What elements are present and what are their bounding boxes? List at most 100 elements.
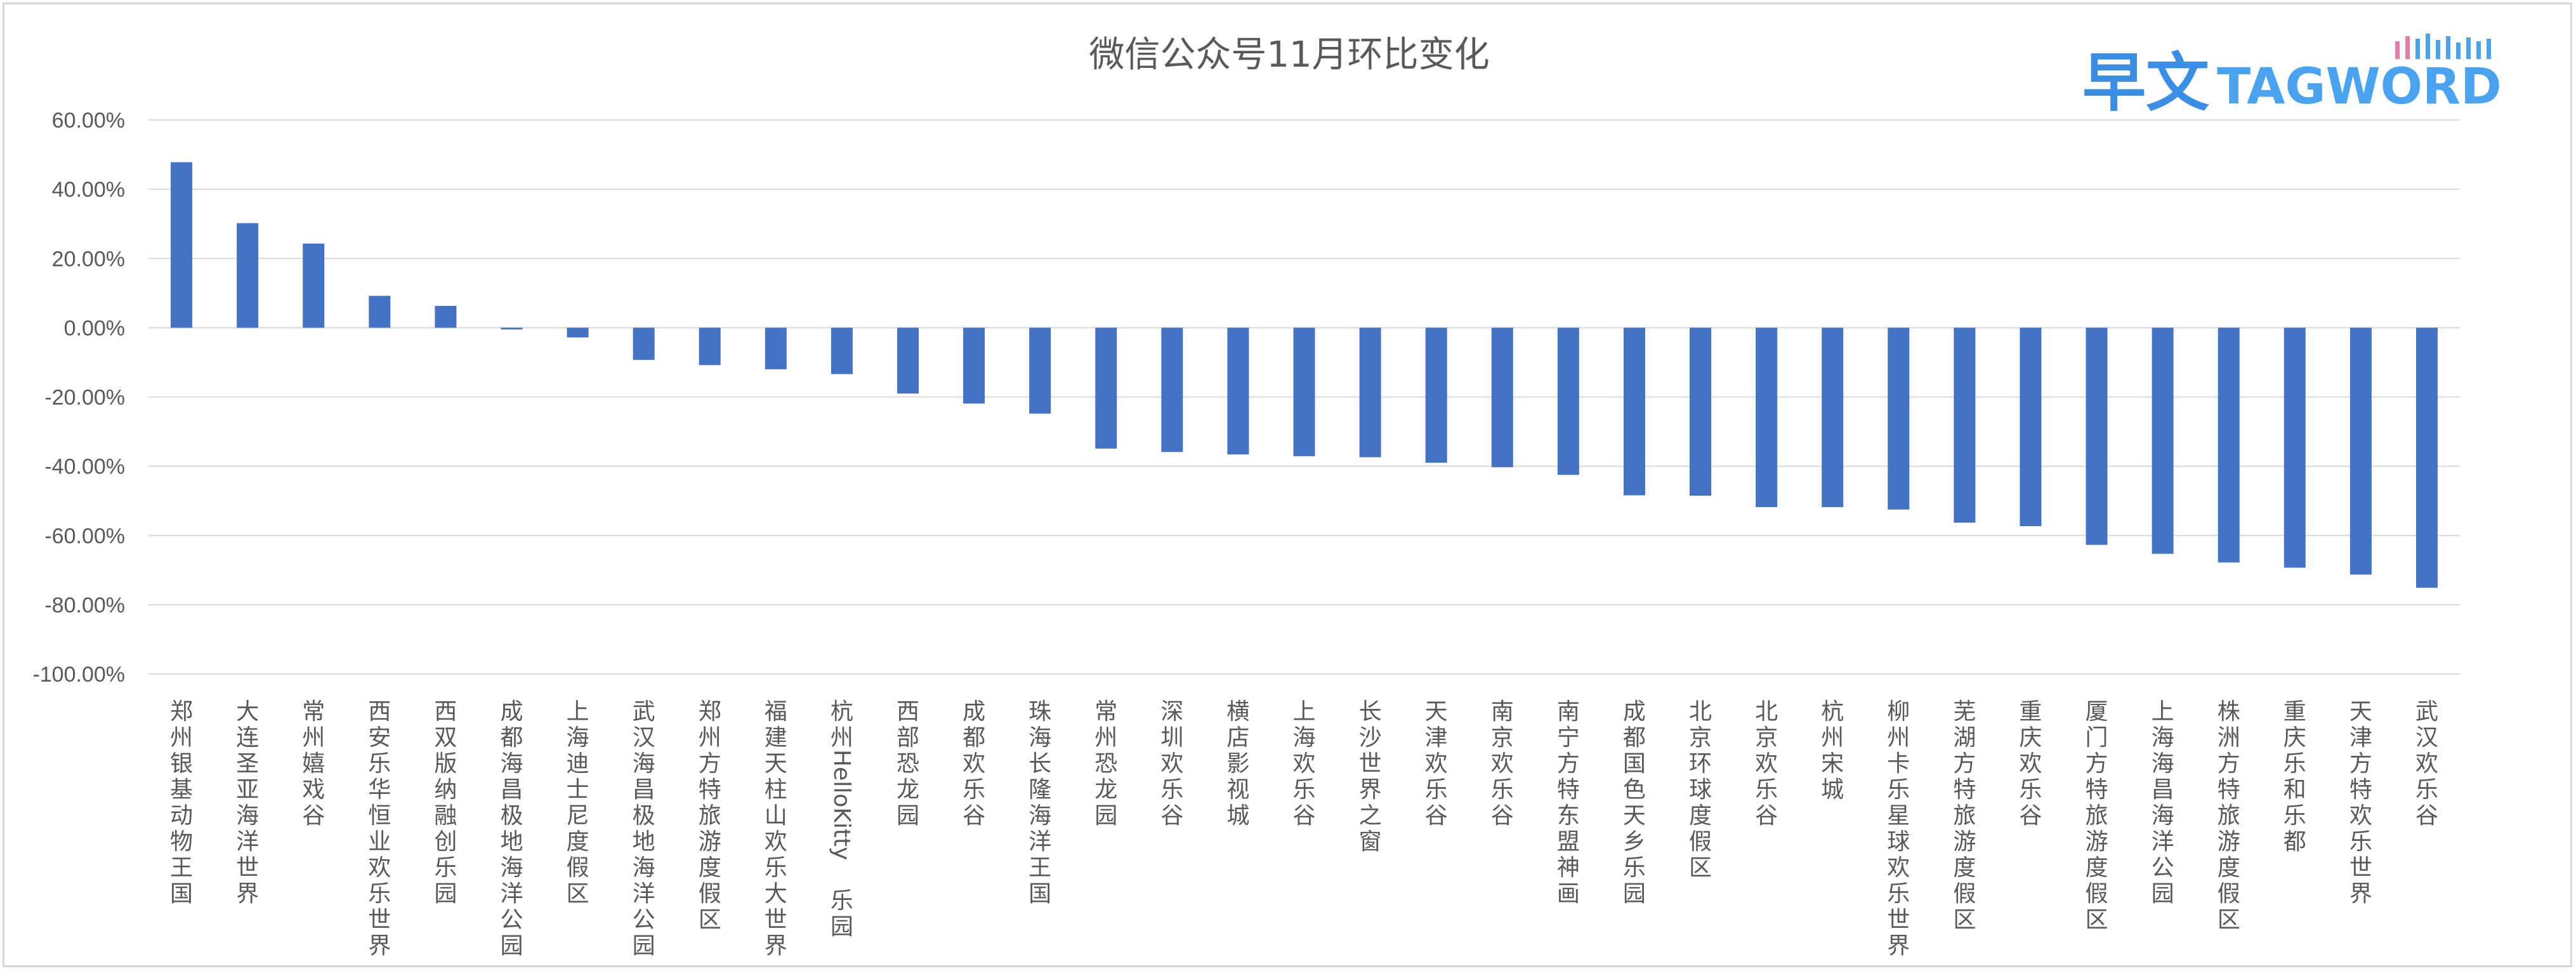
svg-text:欢: 欢 [2019,751,2042,777]
svg-text:世: 世 [2349,855,2372,881]
svg-text:假: 假 [699,881,721,907]
svg-text:极: 极 [500,803,523,829]
svg-text:山: 山 [765,803,787,829]
svg-text:园: 园 [1094,803,1117,829]
svg-text:门: 门 [2086,725,2108,751]
svg-text:乐: 乐 [368,881,391,907]
svg-text:园: 园 [831,914,853,940]
svg-text:杭: 杭 [1821,699,1844,725]
svg-text:武: 武 [633,699,655,725]
y-tick-label: -100.00% [32,663,125,687]
svg-text:方: 方 [1557,751,1580,777]
svg-text:都: 都 [963,725,985,751]
bar [1359,327,1381,458]
svg-text:海: 海 [2152,751,2174,777]
svg-text:区: 区 [2218,907,2240,933]
svg-text:州: 州 [170,725,193,751]
svg-text:界: 界 [2349,881,2372,907]
svg-text:度: 度 [699,855,721,881]
svg-text:王: 王 [1028,855,1051,881]
svg-text:亚: 亚 [236,777,259,803]
svg-text:动: 动 [170,803,193,829]
svg-text:乐: 乐 [765,855,787,881]
svg-text:恒: 恒 [368,803,391,829]
svg-text:海: 海 [1028,725,1051,751]
bar [633,327,655,360]
y-tick-label: -80.00% [44,593,125,618]
svg-text:欢: 欢 [1887,855,1910,881]
svg-text:之: 之 [1359,803,1382,829]
svg-text:洲: 洲 [2218,725,2240,751]
svg-text:乐: 乐 [1292,777,1315,803]
svg-text:柳: 柳 [1887,699,1910,725]
svg-text:柱: 柱 [765,777,787,803]
svg-text:园: 园 [434,881,457,907]
svg-text:州: 州 [1887,725,1910,751]
svg-text:乐: 乐 [2349,829,2372,855]
svg-text:界: 界 [236,881,259,907]
bar [963,327,985,404]
svg-text:福: 福 [765,699,787,725]
svg-text:区: 区 [2086,907,2108,933]
svg-text:京: 京 [1755,725,1778,751]
svg-text:尼: 尼 [567,803,589,829]
svg-text:郑: 郑 [699,699,721,725]
svg-text:都: 都 [2284,829,2306,855]
svg-text:乐: 乐 [1755,777,1778,803]
x-axis-tick-labels: 郑州银基动物王国大连圣亚海洋世界常州嬉戏谷西安乐华恒业欢乐世界西双版纳融创乐园成… [170,699,2438,959]
svg-text:基: 基 [170,777,193,803]
y-tick-label: -20.00% [44,386,125,410]
bar [1425,327,1447,463]
svg-text:乐: 乐 [2284,751,2306,777]
bar [435,306,457,328]
svg-text:宋: 宋 [1821,751,1844,777]
svg-text:世: 世 [765,907,787,933]
svg-text:店: 店 [1226,725,1249,751]
svg-text:度: 度 [2086,855,2108,881]
svg-text:海: 海 [2152,803,2174,829]
svg-text:天: 天 [2349,699,2372,725]
svg-text:京: 京 [1689,725,1712,751]
svg-text:谷: 谷 [1425,803,1448,829]
svg-text:隆: 隆 [1028,777,1051,803]
bar [1227,327,1249,455]
svg-text:连: 连 [236,725,259,751]
svg-text:海: 海 [236,803,259,829]
bar [1756,327,1778,508]
chart-frame: 微信公众号11月环比变化 60.00% 40.00% 20.00% 0.00% -20.… [3,3,2572,967]
svg-text:谷: 谷 [2019,803,2042,829]
svg-text:HelloKitty: HelloKitty [829,750,855,860]
svg-text:西: 西 [897,699,919,725]
svg-text:昌: 昌 [633,777,655,803]
bar [765,327,787,369]
svg-text:长: 长 [1359,699,1382,725]
svg-text:迪: 迪 [567,751,589,777]
svg-text:欢: 欢 [1491,751,1514,777]
svg-text:龙: 龙 [897,777,919,803]
svg-text:乐: 乐 [2415,777,2438,803]
svg-text:长: 长 [1028,751,1051,777]
svg-text:双: 双 [434,725,457,751]
svg-text:方: 方 [2349,751,2372,777]
svg-text:园: 园 [1623,881,1646,907]
svg-text:版: 版 [434,751,457,777]
bar [2020,327,2042,527]
svg-text:公: 公 [2152,855,2174,881]
svg-text:特: 特 [2218,777,2240,803]
bar [1491,327,1513,468]
svg-text:欢: 欢 [765,829,787,855]
svg-text:常: 常 [302,699,325,725]
svg-text:洋: 洋 [2152,829,2174,855]
bar [2152,327,2174,554]
